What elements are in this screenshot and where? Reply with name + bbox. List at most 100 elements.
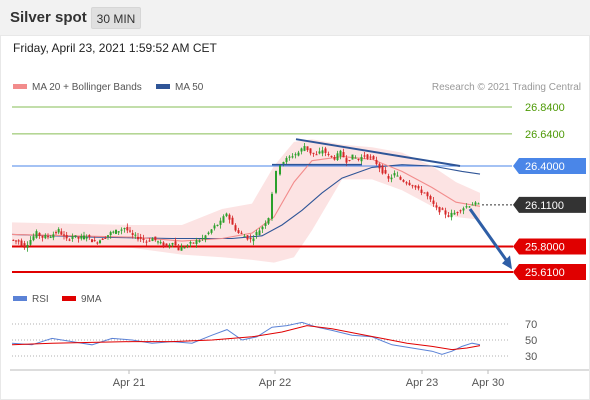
candle-body <box>468 206 471 208</box>
rsi-series-RSI <box>11 321 481 355</box>
candle-body <box>83 235 85 240</box>
candle-body <box>93 240 96 242</box>
candle-body <box>222 216 225 223</box>
candle-body <box>384 170 387 174</box>
candle-body <box>275 170 277 193</box>
candle-body <box>291 156 294 158</box>
candle-body <box>142 238 145 241</box>
candle-body <box>228 214 231 220</box>
candle-body <box>192 242 195 244</box>
candle-body <box>151 238 154 242</box>
candle-body <box>282 162 285 165</box>
candle-body <box>177 245 180 251</box>
candle-body <box>357 158 360 160</box>
candle-body <box>246 235 249 240</box>
candle-body <box>139 236 142 239</box>
candle-body <box>327 153 330 155</box>
candle-body <box>417 186 420 189</box>
candle-body <box>80 236 83 239</box>
candle-body <box>96 242 99 244</box>
candle-body <box>201 237 204 239</box>
level-label-26.6400: 26.6400 <box>525 129 565 141</box>
candle-body <box>198 240 201 243</box>
rsi-ma-legend-swatch <box>62 296 76 301</box>
candle-body <box>168 244 171 247</box>
candle-body <box>264 223 267 227</box>
forecast-arrow-head <box>502 255 512 270</box>
level-tag-25.8000 <box>513 238 586 255</box>
candle-body <box>52 234 55 238</box>
candle-body <box>55 232 57 234</box>
x-tick-label-3: Apr 30 <box>472 377 504 389</box>
candle-body <box>426 192 429 197</box>
candle-body <box>195 240 198 244</box>
candle-body <box>297 152 300 156</box>
candle-body <box>255 232 258 236</box>
candle-body <box>249 238 252 240</box>
candle-body <box>109 232 112 236</box>
candle-body <box>288 156 291 158</box>
candle-body <box>285 158 288 163</box>
x-tick-label-2: Apr 23 <box>406 377 438 389</box>
candle-body <box>32 236 35 241</box>
candle-body <box>210 229 213 233</box>
candle-body <box>231 217 234 225</box>
candle-body <box>300 148 303 152</box>
candle-body <box>134 234 137 236</box>
candle-body <box>372 156 375 160</box>
candle-body <box>159 242 162 244</box>
level-label-26.8400: 26.8400 <box>525 102 565 114</box>
rsi-panel: 70 50 30 <box>11 319 537 363</box>
candle-body <box>378 163 381 169</box>
candle-body <box>453 212 456 215</box>
candle-body <box>312 152 315 154</box>
candle-body <box>162 242 165 247</box>
candle-body <box>330 155 333 157</box>
level-tag-25.6100 <box>513 264 586 280</box>
level-tag-26.1100 <box>513 196 586 213</box>
candle-body <box>471 204 474 206</box>
candle-body <box>88 235 91 237</box>
candle-body <box>123 228 126 230</box>
candle-body <box>318 151 321 154</box>
candle-body <box>23 243 26 248</box>
candle-body <box>369 156 372 158</box>
resistance-trendline <box>295 138 461 168</box>
candle-body <box>240 232 243 234</box>
candle-body <box>237 230 240 234</box>
candle-body <box>183 247 186 249</box>
candle-body <box>60 231 63 235</box>
candle-body <box>267 218 270 224</box>
candle-body <box>363 155 366 157</box>
candle-body <box>271 193 273 219</box>
candle-body <box>444 210 447 215</box>
x-tick-label-1: Apr 22 <box>259 377 291 389</box>
candle-body <box>438 207 441 213</box>
candle-body <box>71 236 74 239</box>
candle-body <box>261 226 264 230</box>
candle-body <box>351 154 354 160</box>
candle-body <box>65 234 68 239</box>
candle-body <box>393 173 396 176</box>
candle-body <box>207 232 210 234</box>
x-axis-ticks: Apr 21 Apr 22 Apr 23 Apr 30 <box>113 370 504 389</box>
candle-body <box>294 154 297 156</box>
candle-body <box>306 146 309 151</box>
candle-body <box>131 233 134 235</box>
candle-body <box>38 232 41 236</box>
interval-button[interactable]: 30 MIN <box>91 7 141 29</box>
instrument-title: Silver spot <box>10 9 87 26</box>
ma50-line <box>11 164 481 240</box>
chart-timestamp: Friday, April 23, 2021 1:59:52 AM CET <box>13 41 217 55</box>
candle-body <box>234 225 237 231</box>
candle-body <box>68 239 71 241</box>
ma20-legend-label: MA 20 + Bollinger Bands <box>32 82 142 93</box>
level-label-25.8000: 25.8000 <box>525 242 565 254</box>
candle-body <box>154 236 157 241</box>
level-labels: 26.8400 26.6400 26.4000 26.1100 25.8000 25.61… <box>513 102 586 280</box>
candle-body <box>303 146 306 151</box>
rsi-series-9MA <box>11 325 481 351</box>
ma20-legend-swatch <box>13 84 27 89</box>
candle-body <box>117 231 120 233</box>
